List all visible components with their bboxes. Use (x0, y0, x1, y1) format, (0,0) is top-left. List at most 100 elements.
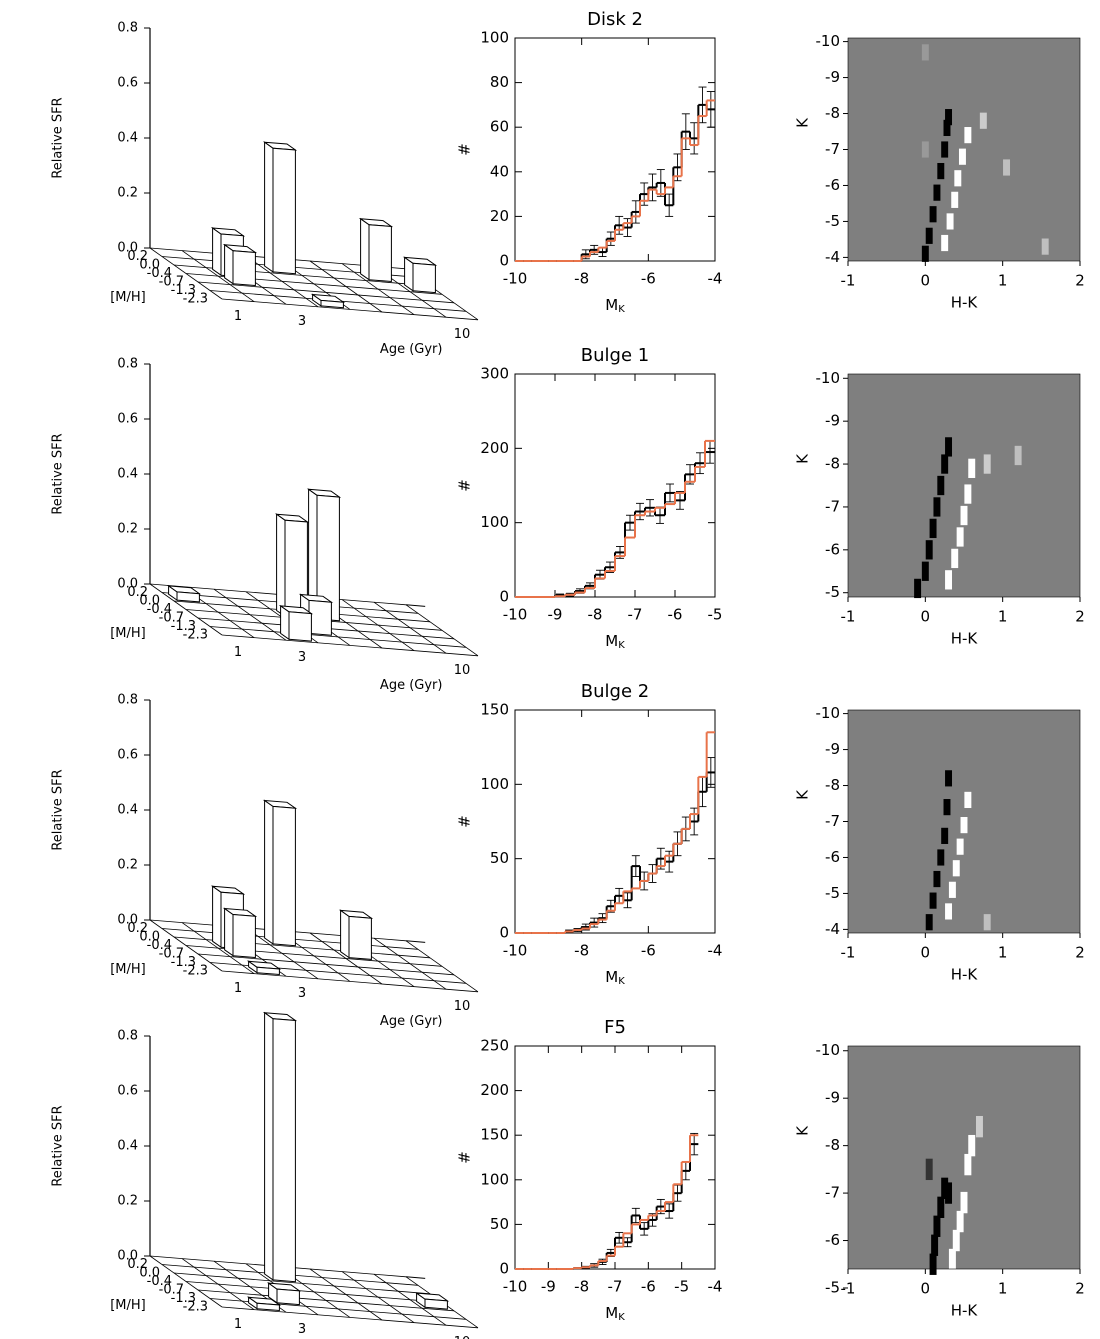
error-bar (623, 218, 632, 237)
y-tick-label: -7 (825, 812, 840, 830)
residual-cell (933, 870, 941, 888)
bar-front-face (272, 805, 296, 947)
z-tick-label: 0.6 (117, 76, 138, 91)
panel-title: Disk 2 (587, 9, 643, 30)
residual-cell (945, 437, 953, 457)
y-tick-label: -8 (825, 104, 840, 122)
y-tick-label: -8 (825, 776, 840, 794)
residual-cell (933, 1215, 941, 1237)
metallicity-label: 0.0 (139, 1265, 160, 1280)
residual-cell (964, 127, 972, 144)
x-axis-label: H-K (951, 1302, 979, 1320)
residual-cell (964, 1153, 972, 1176)
bar (222, 907, 258, 959)
bar-front-face (272, 147, 296, 275)
y-tick-label: 100 (480, 1170, 509, 1188)
y-tick-label: 50 (490, 849, 509, 867)
z-tick-label: 0.0 (117, 241, 138, 256)
residual-cell (941, 827, 949, 844)
floor-grid (185, 1281, 443, 1303)
residual-cell (921, 141, 929, 158)
age-label: 10 (454, 999, 471, 1014)
bar-front-face (256, 1302, 280, 1312)
floor-grid (221, 970, 479, 993)
residual-cell (914, 578, 922, 599)
bar-front-face (348, 915, 372, 960)
residual-cell (979, 112, 987, 129)
bar (266, 1282, 302, 1306)
bar (402, 256, 438, 294)
error-bar (690, 1132, 699, 1156)
x-tick-label: -1 (841, 944, 856, 962)
z-tick-label: 0.2 (117, 186, 138, 201)
residual-cell (921, 245, 929, 262)
residual-cell (964, 484, 972, 504)
age-label: 1 (234, 645, 242, 660)
z-axis-label: Relative SFR (51, 769, 66, 850)
metallicity-label: -2.3 (183, 627, 208, 642)
panel-title: Bulge 1 (581, 345, 649, 366)
y-tick-label: 0 (499, 1260, 509, 1278)
y-tick-label: -8 (825, 1136, 840, 1154)
residual-cell (945, 109, 953, 126)
panel-title: Bulge 2 (581, 681, 649, 702)
z-tick-label: 0.2 (117, 522, 138, 537)
z-tick-label: 0.6 (117, 1084, 138, 1099)
z-tick-label: 0.8 (117, 693, 138, 708)
residual-cell (948, 881, 956, 898)
residual-cell (941, 141, 949, 158)
y-tick-label: -7 (825, 1184, 840, 1202)
residual-cell (925, 914, 933, 931)
metallicity-label: -2.3 (183, 963, 208, 978)
bar (274, 513, 310, 619)
x-tick-label: -10 (503, 606, 528, 624)
bar-front-face (272, 1018, 296, 1283)
x-tick-label: -8 (574, 1278, 589, 1296)
residual-cell (943, 799, 951, 816)
bar (310, 293, 346, 309)
error-bar (631, 1207, 640, 1224)
residual-cell (925, 1158, 933, 1181)
residual-cell (952, 860, 960, 877)
error-bar (623, 892, 632, 909)
x-axis-label: H-K (951, 294, 979, 312)
x-axis-label: MK (605, 296, 625, 316)
y-axis-label: # (456, 479, 474, 492)
y-tick-label: -10 (816, 1041, 841, 1059)
age-label: 1 (234, 309, 242, 324)
metallicity-axis-label: [M/H] (110, 290, 146, 305)
metallicity-label: -0.4 (147, 938, 172, 953)
error-bar (615, 1231, 624, 1244)
residual-cell (954, 170, 962, 187)
plot-frame (514, 37, 716, 262)
x-axis-label-sub: K (618, 976, 625, 987)
x-axis-label: H-K (951, 630, 979, 648)
z-tick-label: 0.4 (117, 803, 138, 818)
y-tick-label: 100 (480, 775, 509, 793)
x-tick-label: 2 (1075, 1280, 1085, 1298)
error-bar (648, 173, 657, 202)
residual-cell (968, 1134, 976, 1157)
metallicity-label: -1.3 (171, 283, 196, 298)
x-tick-label: -6 (641, 942, 656, 960)
metallicity-label: -1.3 (171, 955, 196, 970)
y-tick-label: -6 (825, 1231, 840, 1249)
residual-cell (929, 518, 937, 539)
y-tick-label: 80 (490, 73, 509, 91)
metallicity-label: -0.7 (159, 946, 184, 961)
bar (262, 799, 298, 947)
bar (338, 909, 374, 960)
bar (166, 584, 202, 603)
plot-frame (847, 373, 1081, 598)
x-axis-label-sub: K (618, 304, 625, 315)
x-tick-label: 1 (998, 944, 1008, 962)
z-tick-label: 0.8 (117, 357, 138, 372)
age-label: 10 (454, 1335, 471, 1339)
error-bar (706, 91, 715, 128)
z-tick-label: 0.6 (117, 748, 138, 763)
x-tick-label: 0 (921, 608, 931, 626)
residual-cell (941, 234, 949, 252)
age-label: 1 (234, 1317, 242, 1332)
floor-grid (221, 1306, 479, 1329)
metallicity-label: -1.3 (171, 619, 196, 634)
